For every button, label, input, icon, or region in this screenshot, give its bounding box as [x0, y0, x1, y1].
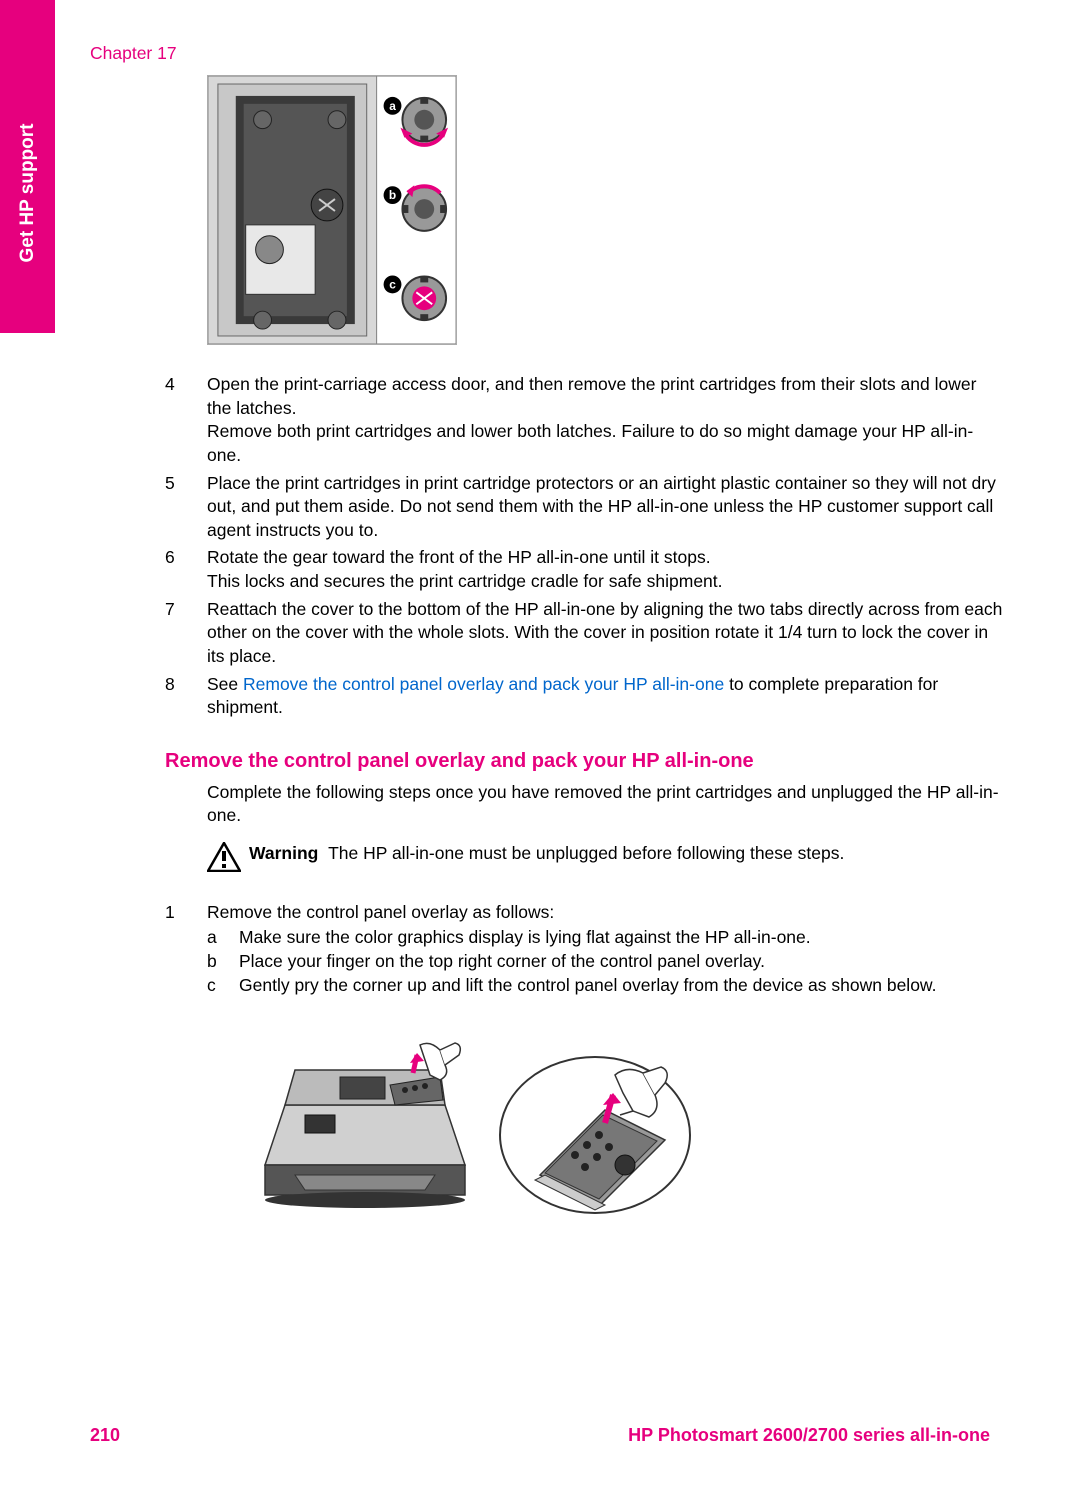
page-content: a b c 4 [165, 75, 1005, 1225]
sub-letter: c [207, 974, 239, 998]
step-body: See Remove the control panel overlay and… [207, 673, 1005, 720]
step-body: Place the print cartridges in print cart… [207, 472, 1005, 543]
chapter-label: Chapter 17 [90, 42, 177, 66]
footer-title: HP Photosmart 2600/2700 series all-in-on… [628, 1423, 990, 1447]
warning-icon [207, 842, 249, 879]
step-number: 8 [165, 673, 207, 720]
warning-body: The HP all-in-one must be unplugged befo… [328, 843, 844, 863]
section-intro: Complete the following steps once you ha… [207, 781, 1005, 828]
step-text: This locks and secures the print cartrid… [207, 570, 1005, 594]
step-text: Open the print-carriage access door, and… [207, 373, 1005, 420]
step-number: 5 [165, 472, 207, 543]
step-4: 4 Open the print-carriage access door, a… [165, 373, 1005, 468]
page-footer: 210 HP Photosmart 2600/2700 series all-i… [90, 1423, 990, 1447]
side-tab: Get HP support [0, 0, 55, 333]
step-number: 7 [165, 598, 207, 669]
sub-text: Gently pry the corner up and lift the co… [239, 974, 1005, 998]
sub-list: a Make sure the color graphics display i… [207, 926, 1005, 997]
step-text: Remove both print cartridges and lower b… [207, 420, 1005, 467]
step-text: Rotate the gear toward the front of the … [207, 546, 1005, 570]
cross-ref-link[interactable]: Remove the control panel overlay and pac… [243, 674, 724, 694]
step-number: 4 [165, 373, 207, 468]
warning-label: Warning [249, 843, 318, 863]
step-body: Open the print-carriage access door, and… [207, 373, 1005, 468]
step-text: Reattach the cover to the bottom of the … [207, 598, 1005, 669]
svg-text:c: c [389, 277, 396, 291]
svg-text:b: b [389, 188, 396, 202]
step-5: 5 Place the print cartridges in print ca… [165, 472, 1005, 543]
sub-item: b Place your finger on the top right cor… [207, 950, 1005, 974]
warning-block: Warning The HP all-in-one must be unplug… [207, 842, 1005, 879]
warning-text: Warning The HP all-in-one must be unplug… [249, 842, 1005, 866]
step-text: See Remove the control panel overlay and… [207, 673, 1005, 720]
figure-remove-overlay [245, 1015, 695, 1225]
step-number: 6 [165, 546, 207, 593]
page-number: 210 [90, 1423, 120, 1447]
step-lead: Remove the control panel overlay as foll… [207, 901, 1005, 925]
figure-cartridge-gear: a b c [207, 75, 457, 345]
sub-item: a Make sure the color graphics display i… [207, 926, 1005, 950]
sub-item: c Gently pry the corner up and lift the … [207, 974, 1005, 998]
step-6: 6 Rotate the gear toward the front of th… [165, 546, 1005, 593]
sub-letter: a [207, 926, 239, 950]
side-tab-label: Get HP support [15, 124, 41, 263]
step-1: 1 Remove the control panel overlay as fo… [165, 901, 1005, 998]
svg-text:a: a [389, 99, 396, 113]
step-body: Remove the control panel overlay as foll… [207, 901, 1005, 998]
step-number: 1 [165, 901, 207, 998]
section-heading: Remove the control panel overlay and pac… [165, 748, 1005, 775]
step-7: 7 Reattach the cover to the bottom of th… [165, 598, 1005, 669]
sub-text: Make sure the color graphics display is … [239, 926, 1005, 950]
step-body: Reattach the cover to the bottom of the … [207, 598, 1005, 669]
step-body: Rotate the gear toward the front of the … [207, 546, 1005, 593]
step-text: Place the print cartridges in print cart… [207, 472, 1005, 543]
sub-letter: b [207, 950, 239, 974]
sub-text: Place your finger on the top right corne… [239, 950, 1005, 974]
step-8: 8 See Remove the control panel overlay a… [165, 673, 1005, 720]
